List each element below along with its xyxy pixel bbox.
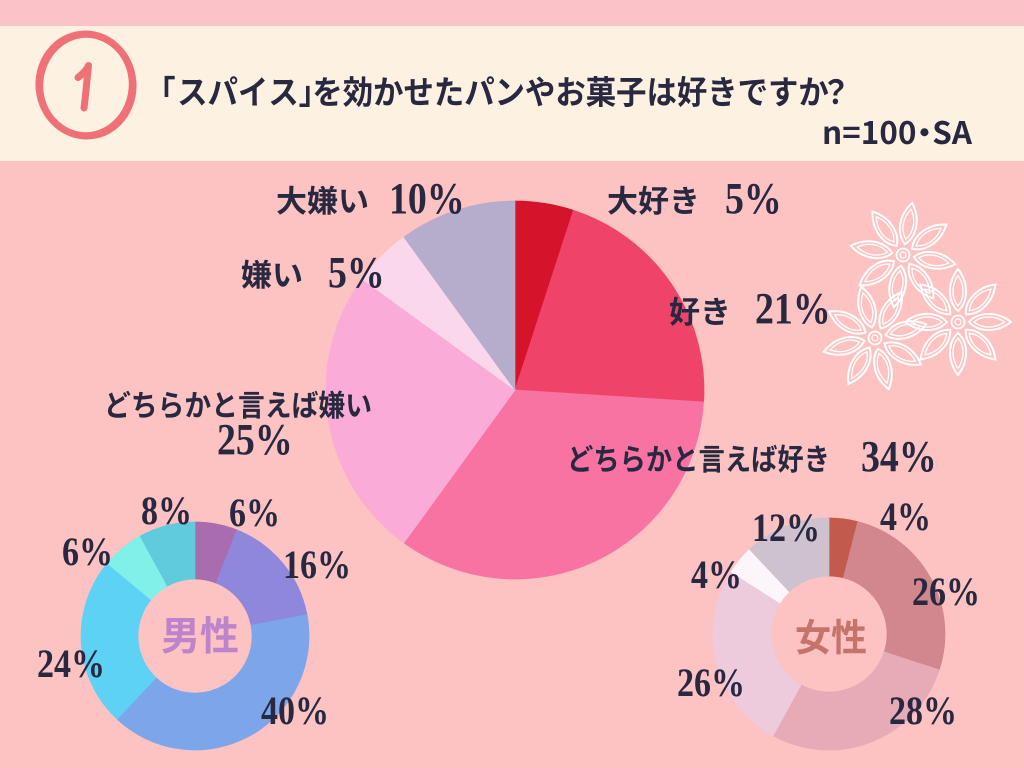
svg-text:28%: 28% (889, 690, 957, 734)
svg-text:24%: 24% (37, 643, 105, 687)
svg-text:4%: 4% (880, 496, 931, 540)
svg-text:5%: 5% (725, 173, 782, 222)
svg-text:21%: 21% (755, 283, 831, 332)
svg-text:34%: 34% (861, 431, 937, 480)
svg-text:26%: 26% (912, 571, 980, 615)
svg-text:26%: 26% (677, 662, 745, 706)
svg-text:12%: 12% (752, 507, 820, 551)
svg-text:5%: 5% (328, 247, 385, 296)
svg-text:8%: 8% (141, 490, 192, 534)
svg-text:4%: 4% (691, 554, 742, 598)
svg-text:40%: 40% (261, 690, 329, 734)
svg-text:16%: 16% (283, 544, 351, 588)
svg-text:6%: 6% (62, 531, 113, 575)
svg-text:10%: 10% (389, 173, 465, 222)
svg-text:25%: 25% (217, 414, 293, 463)
svg-text:6%: 6% (229, 492, 280, 536)
